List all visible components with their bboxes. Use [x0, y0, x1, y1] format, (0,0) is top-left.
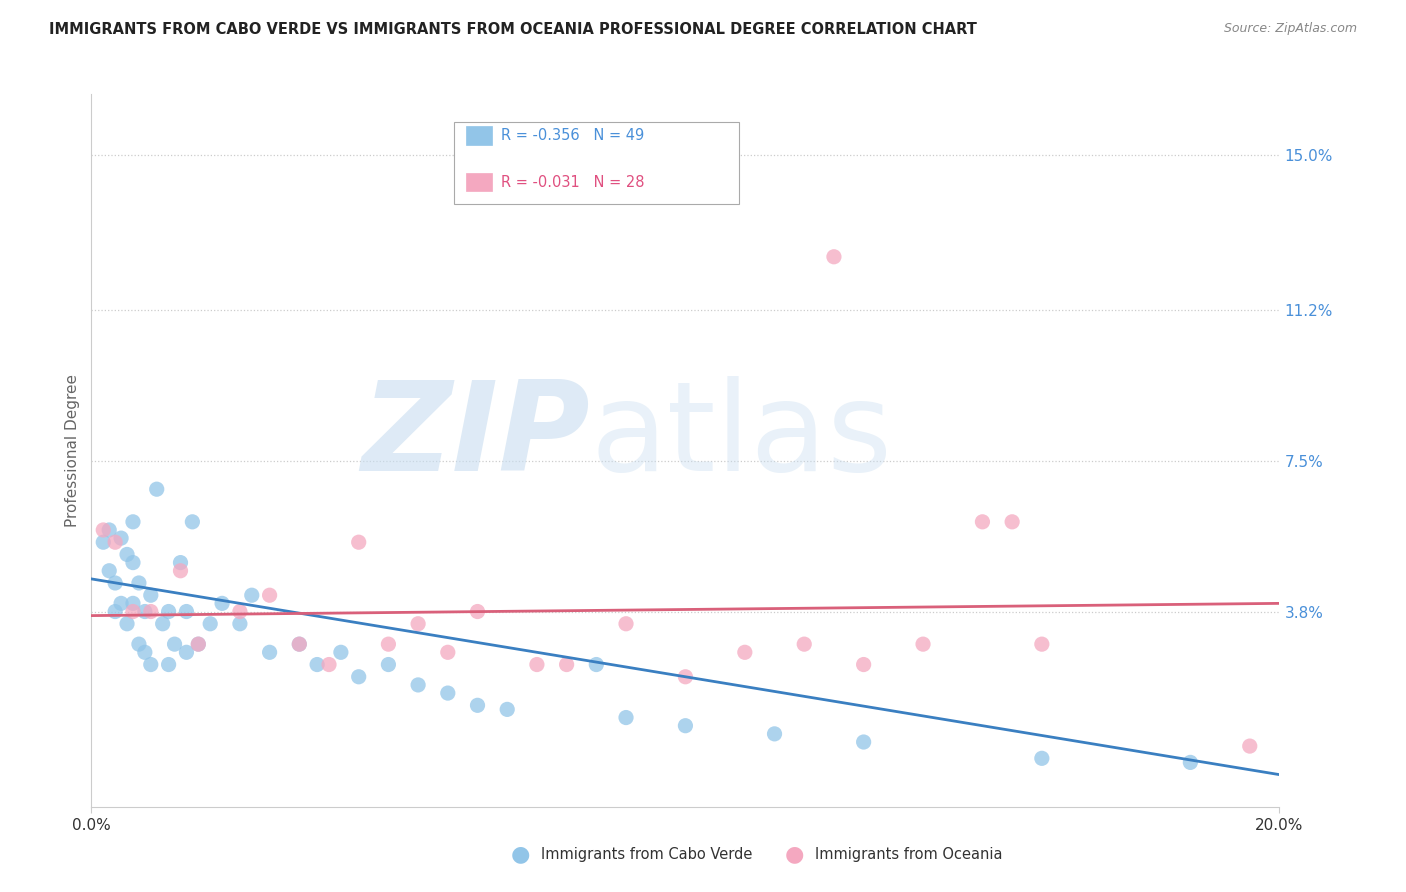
- Point: [823, 250, 845, 264]
- Point: [122, 605, 145, 619]
- Point: [467, 605, 489, 619]
- Point: [128, 576, 150, 591]
- Point: [307, 657, 329, 672]
- Point: [98, 564, 121, 578]
- Point: [852, 735, 875, 749]
- Point: [1239, 739, 1261, 753]
- Text: ●: ●: [785, 845, 804, 864]
- Point: [555, 657, 578, 672]
- Point: [406, 616, 429, 631]
- Point: [1031, 637, 1053, 651]
- Text: Source: ZipAtlas.com: Source: ZipAtlas.com: [1223, 22, 1357, 36]
- Text: R = -0.356   N = 49: R = -0.356 N = 49: [502, 128, 644, 144]
- Point: [911, 637, 934, 651]
- Point: [115, 548, 138, 562]
- Point: [793, 637, 815, 651]
- Point: [1031, 751, 1053, 765]
- Point: [139, 657, 162, 672]
- Point: [169, 556, 191, 570]
- Point: [145, 482, 167, 496]
- Point: [734, 645, 756, 659]
- Point: [229, 605, 252, 619]
- Point: [152, 616, 174, 631]
- Text: IMMIGRANTS FROM CABO VERDE VS IMMIGRANTS FROM OCEANIA PROFESSIONAL DEGREE CORREL: IMMIGRANTS FROM CABO VERDE VS IMMIGRANTS…: [49, 22, 977, 37]
- Point: [169, 564, 191, 578]
- Point: [176, 645, 198, 659]
- Point: [176, 605, 198, 619]
- Point: [122, 596, 145, 610]
- Y-axis label: Professional Degree: Professional Degree: [65, 374, 80, 527]
- Point: [377, 637, 399, 651]
- Point: [139, 588, 162, 602]
- Point: [200, 616, 222, 631]
- FancyBboxPatch shape: [465, 173, 492, 192]
- Point: [585, 657, 607, 672]
- Point: [104, 535, 127, 549]
- Point: [436, 645, 458, 659]
- Point: [288, 637, 311, 651]
- Point: [436, 686, 458, 700]
- Point: [91, 535, 114, 549]
- Point: [122, 515, 145, 529]
- Point: [329, 645, 352, 659]
- Point: [104, 576, 127, 591]
- Point: [259, 645, 281, 659]
- Point: [496, 702, 519, 716]
- Point: [852, 657, 875, 672]
- Text: Immigrants from Oceania: Immigrants from Oceania: [815, 847, 1002, 862]
- Point: [972, 515, 994, 529]
- Point: [134, 605, 156, 619]
- Point: [259, 588, 281, 602]
- Text: ●: ●: [510, 845, 530, 864]
- Text: Immigrants from Cabo Verde: Immigrants from Cabo Verde: [541, 847, 752, 862]
- Point: [288, 637, 311, 651]
- Point: [104, 605, 127, 619]
- Point: [347, 670, 370, 684]
- Point: [673, 719, 696, 733]
- Point: [163, 637, 186, 651]
- Point: [187, 637, 209, 651]
- Point: [139, 605, 162, 619]
- Point: [614, 710, 637, 724]
- Point: [467, 698, 489, 713]
- Point: [181, 515, 204, 529]
- Point: [347, 535, 370, 549]
- Point: [110, 596, 132, 610]
- Point: [1001, 515, 1024, 529]
- Text: ZIP: ZIP: [361, 376, 591, 497]
- Point: [763, 727, 786, 741]
- Point: [377, 657, 399, 672]
- Point: [110, 531, 132, 545]
- Point: [1180, 756, 1202, 770]
- Text: atlas: atlas: [591, 376, 893, 497]
- Point: [673, 670, 696, 684]
- Point: [91, 523, 114, 537]
- Point: [229, 616, 252, 631]
- Point: [318, 657, 340, 672]
- Point: [157, 657, 180, 672]
- Point: [128, 637, 150, 651]
- Point: [134, 645, 156, 659]
- Point: [526, 657, 548, 672]
- Point: [122, 556, 145, 570]
- Point: [187, 637, 209, 651]
- Point: [157, 605, 180, 619]
- FancyBboxPatch shape: [454, 122, 740, 204]
- Point: [115, 616, 138, 631]
- Point: [614, 616, 637, 631]
- Point: [406, 678, 429, 692]
- Text: R = -0.031   N = 28: R = -0.031 N = 28: [502, 175, 645, 190]
- Point: [211, 596, 233, 610]
- Point: [98, 523, 121, 537]
- Point: [240, 588, 263, 602]
- FancyBboxPatch shape: [465, 127, 492, 145]
